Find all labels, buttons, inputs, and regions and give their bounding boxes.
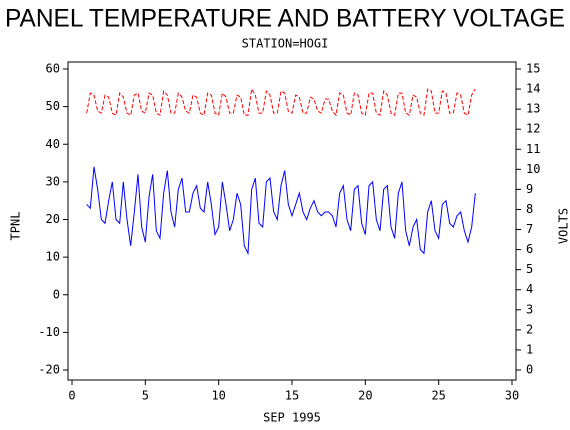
x-tick-label: 20	[358, 389, 372, 403]
y2-tick-label: 14	[526, 82, 540, 96]
data-line	[86, 87, 476, 117]
x-tick-label: 10	[211, 389, 225, 403]
y2-tick-label: 11	[526, 142, 540, 156]
y-axis-label: TPNL	[9, 212, 23, 241]
y-tick-label: 20	[46, 212, 60, 226]
y2-tick-label: 9	[526, 182, 533, 196]
x-tick-label: 0	[68, 389, 75, 403]
y2-tick-label: 4	[526, 282, 533, 296]
y2-tick-label: 8	[526, 202, 533, 216]
y2-tick-label: 13	[526, 102, 540, 116]
y2-tick-label: 7	[526, 222, 533, 236]
data-line	[86, 166, 476, 256]
y2-tick-label: 0	[526, 363, 533, 377]
x-axis-label: SEP 1995	[263, 411, 321, 425]
y-tick-label: 0	[53, 287, 60, 301]
x-tick-label: 25	[431, 389, 445, 403]
y-tick-label: 30	[46, 174, 60, 188]
y2-tick-label: 2	[526, 322, 533, 336]
y-tick-label: 60	[46, 62, 60, 76]
x-tick-label: 5	[142, 389, 149, 403]
y-tick-label: 40	[46, 137, 60, 151]
x-tick-label: 30	[505, 389, 519, 403]
chart-title: PANEL TEMPERATURE AND BATTERY VOLTAGE	[5, 5, 565, 33]
x-tick-label: 15	[285, 389, 299, 403]
chart-subtitle: STATION=HOGI	[242, 37, 329, 51]
y2-tick-label: 10	[526, 162, 540, 176]
y2-tick-label: 6	[526, 242, 533, 256]
y2-tick-label: 5	[526, 262, 533, 276]
y-tick-label: -10	[38, 325, 60, 339]
y-tick-label: 50	[46, 99, 60, 113]
y2-tick-label: 15	[526, 62, 540, 76]
y2-tick-label: 12	[526, 122, 540, 136]
y2-tick-label: 1	[526, 342, 533, 356]
y-tick-label: 10	[46, 250, 60, 264]
y2-axis-label: VOLTS	[557, 208, 570, 244]
y2-tick-label: 3	[526, 302, 533, 316]
y-tick-label: -20	[38, 363, 60, 377]
